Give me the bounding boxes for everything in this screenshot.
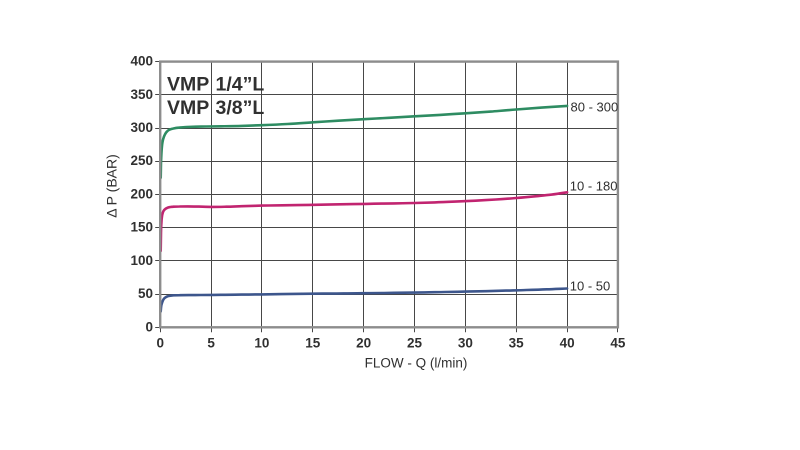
- svg-text:3/8”L: 3/8”L: [216, 97, 265, 119]
- svg-text:5: 5: [207, 336, 215, 351]
- svg-text:35: 35: [509, 336, 525, 351]
- svg-text:1/4”L: 1/4”L: [216, 74, 265, 96]
- svg-text:FLOW - Q (l/min): FLOW - Q (l/min): [365, 356, 468, 371]
- svg-text:10 - 50: 10 - 50: [570, 278, 610, 293]
- svg-text:50: 50: [138, 286, 153, 301]
- svg-text:20: 20: [356, 336, 371, 351]
- svg-text:150: 150: [130, 220, 153, 235]
- svg-text:15: 15: [305, 336, 321, 351]
- svg-text:350: 350: [130, 87, 153, 102]
- svg-text:VMP: VMP: [167, 74, 209, 96]
- svg-text:VMP: VMP: [167, 97, 209, 119]
- svg-text:30: 30: [458, 336, 473, 351]
- svg-text:100: 100: [130, 253, 153, 268]
- svg-text:0: 0: [145, 319, 153, 334]
- svg-text:Δ P (BAR): Δ P (BAR): [104, 154, 120, 218]
- svg-text:200: 200: [130, 187, 153, 202]
- svg-text:10: 10: [254, 336, 269, 351]
- svg-text:10 - 180: 10 - 180: [570, 179, 618, 194]
- svg-text:45: 45: [610, 336, 626, 351]
- svg-text:250: 250: [130, 153, 153, 168]
- svg-text:40: 40: [560, 336, 575, 351]
- svg-text:25: 25: [407, 336, 423, 351]
- svg-text:80 - 300: 80 - 300: [571, 99, 619, 114]
- svg-text:0: 0: [156, 336, 164, 351]
- svg-text:400: 400: [130, 54, 153, 69]
- svg-text:300: 300: [130, 120, 153, 135]
